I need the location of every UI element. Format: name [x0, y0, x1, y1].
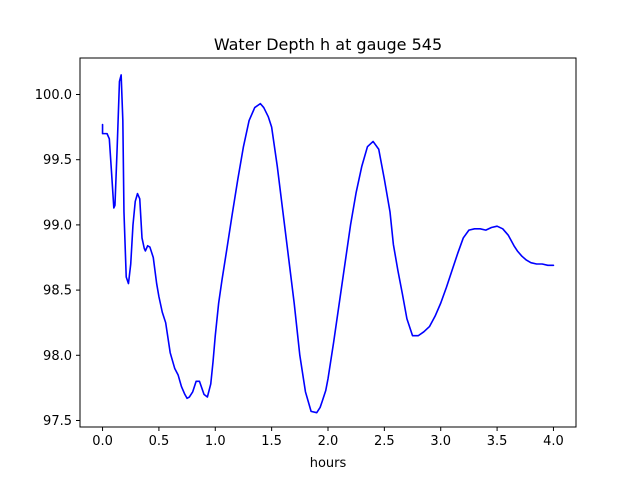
x-axis-label: hours	[310, 456, 347, 471]
x-tick-label: 3.5	[487, 434, 508, 449]
x-tick-label: 1.0	[205, 434, 226, 449]
x-tick-label: 4.0	[543, 434, 564, 449]
y-tick-label: 100.0	[35, 88, 72, 103]
series-line-0	[101, 74, 555, 414]
x-tick-label: 1.5	[261, 434, 282, 449]
x-axis-ticks: 0.0 0.5 1.0 1.5 2.0 2.5 3.0 3.5 4.0	[92, 427, 564, 449]
x-tick-label: 0.0	[92, 434, 113, 449]
y-tick-label: 97.5	[43, 414, 72, 429]
y-tick-label: 98.0	[43, 349, 72, 364]
chart-title: Water Depth h at gauge 545	[214, 35, 442, 54]
y-axis-ticks: 97.5 98.0 98.5 99.0 99.5 100.0	[35, 88, 80, 429]
y-tick-label: 99.0	[43, 218, 72, 233]
x-tick-label: 2.5	[374, 434, 395, 449]
x-tick-label: 2.0	[318, 434, 339, 449]
x-tick-label: 0.5	[149, 434, 170, 449]
y-tick-label: 98.5	[43, 284, 72, 299]
x-tick-label: 3.0	[430, 434, 451, 449]
y-tick-label: 99.5	[43, 153, 72, 168]
